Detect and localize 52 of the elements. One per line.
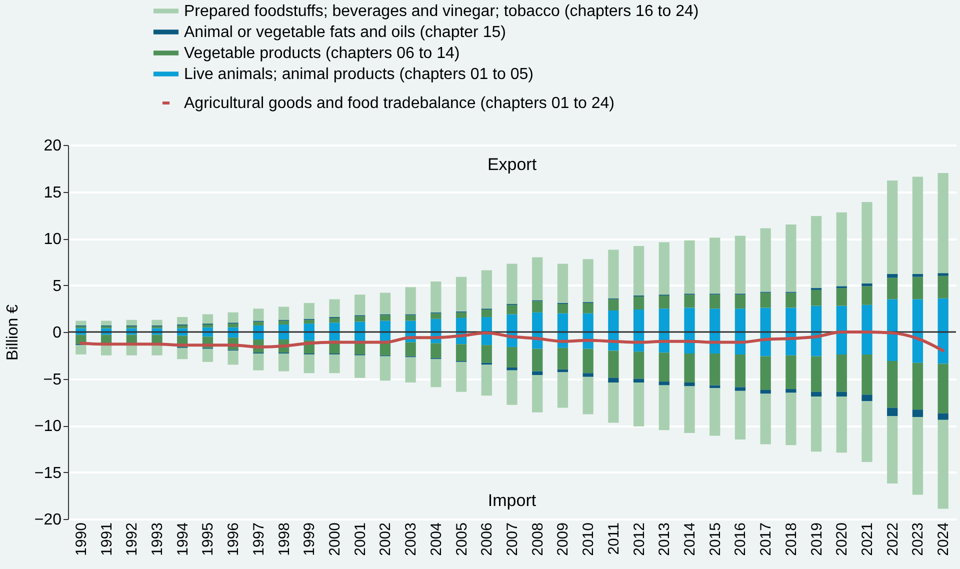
x-tick-label: 1999 bbox=[301, 522, 318, 556]
x-tick-label: 1993 bbox=[149, 522, 166, 556]
x-tick-label: 1990 bbox=[72, 522, 90, 556]
x-tick-label: 1996 bbox=[225, 522, 242, 556]
x-tick-label: 2003 bbox=[402, 522, 420, 556]
y-tick-label: 0 bbox=[52, 324, 62, 342]
x-tick-label: 2014 bbox=[682, 522, 698, 556]
x-tick-label: 2008 bbox=[529, 522, 546, 556]
x-tick-label: 1991 bbox=[98, 522, 116, 556]
x-tick-label: 2010 bbox=[580, 522, 598, 556]
legend-label: Live animals; animal products (chapters 01 to 05) bbox=[184, 66, 534, 83]
x-tick-label: 1995 bbox=[200, 522, 217, 556]
y-tick-label: −20 bbox=[34, 512, 62, 528]
x-tick-label: 2005 bbox=[453, 522, 470, 556]
y-tick-label: 20 bbox=[44, 138, 62, 154]
x-tick-label: 2012 bbox=[630, 522, 648, 556]
x-tick-label: 2019 bbox=[808, 522, 826, 556]
x-tick-label: 2022 bbox=[884, 522, 902, 556]
y-tick-label: −15 bbox=[34, 464, 62, 482]
x-tick-label: 1992 bbox=[124, 522, 141, 556]
annotation: Import bbox=[488, 491, 536, 510]
legend-label: Agricultural goods and food tradebalance (chapters 01 to 24) bbox=[184, 95, 614, 112]
x-tick-label: 2024 bbox=[935, 522, 952, 556]
x-tick-label: 2009 bbox=[554, 522, 572, 556]
x-tick-label: 2020 bbox=[834, 522, 851, 556]
x-tick-label: 2016 bbox=[732, 522, 750, 556]
x-tick-label: 2017 bbox=[758, 522, 775, 556]
y-tick-label: 15 bbox=[44, 184, 62, 202]
x-tick-label: 2006 bbox=[478, 522, 496, 556]
x-tick-label: 2004 bbox=[428, 522, 445, 556]
annotation: Export bbox=[487, 155, 537, 174]
x-tick-label: 2021 bbox=[858, 522, 876, 556]
legend-label: Prepared foodstuffs; beverages and vinegar; tobacco (chapters 16 to 24) bbox=[184, 3, 699, 20]
x-tick-label: 2007 bbox=[504, 522, 521, 556]
x-tick-label: 1994 bbox=[174, 522, 192, 556]
x-tick-label: 2001 bbox=[352, 522, 369, 556]
x-tick-label: 2015 bbox=[706, 522, 724, 556]
y-axis-title: Billion € bbox=[4, 304, 22, 361]
x-tick-label: 2011 bbox=[605, 522, 622, 555]
x-tick-label: 2013 bbox=[656, 522, 674, 556]
x-tick-label: 2000 bbox=[326, 522, 344, 556]
legend-label: Vegetable products (chapters 06 to 14) bbox=[184, 45, 460, 62]
x-tick-label: 2002 bbox=[377, 522, 394, 556]
y-tick-label: −5 bbox=[43, 371, 62, 388]
x-tick-label: 2023 bbox=[910, 522, 927, 556]
x-tick-label: 1998 bbox=[276, 522, 293, 556]
y-tick-label: 5 bbox=[52, 278, 62, 295]
legend-label: Animal or vegetable fats and oils (chapter 15) bbox=[184, 24, 506, 41]
y-tick-label: 10 bbox=[44, 231, 62, 248]
y-tick-label: −10 bbox=[34, 418, 62, 435]
x-tick-label: 1997 bbox=[250, 522, 268, 556]
x-tick-label: 2018 bbox=[782, 522, 800, 556]
